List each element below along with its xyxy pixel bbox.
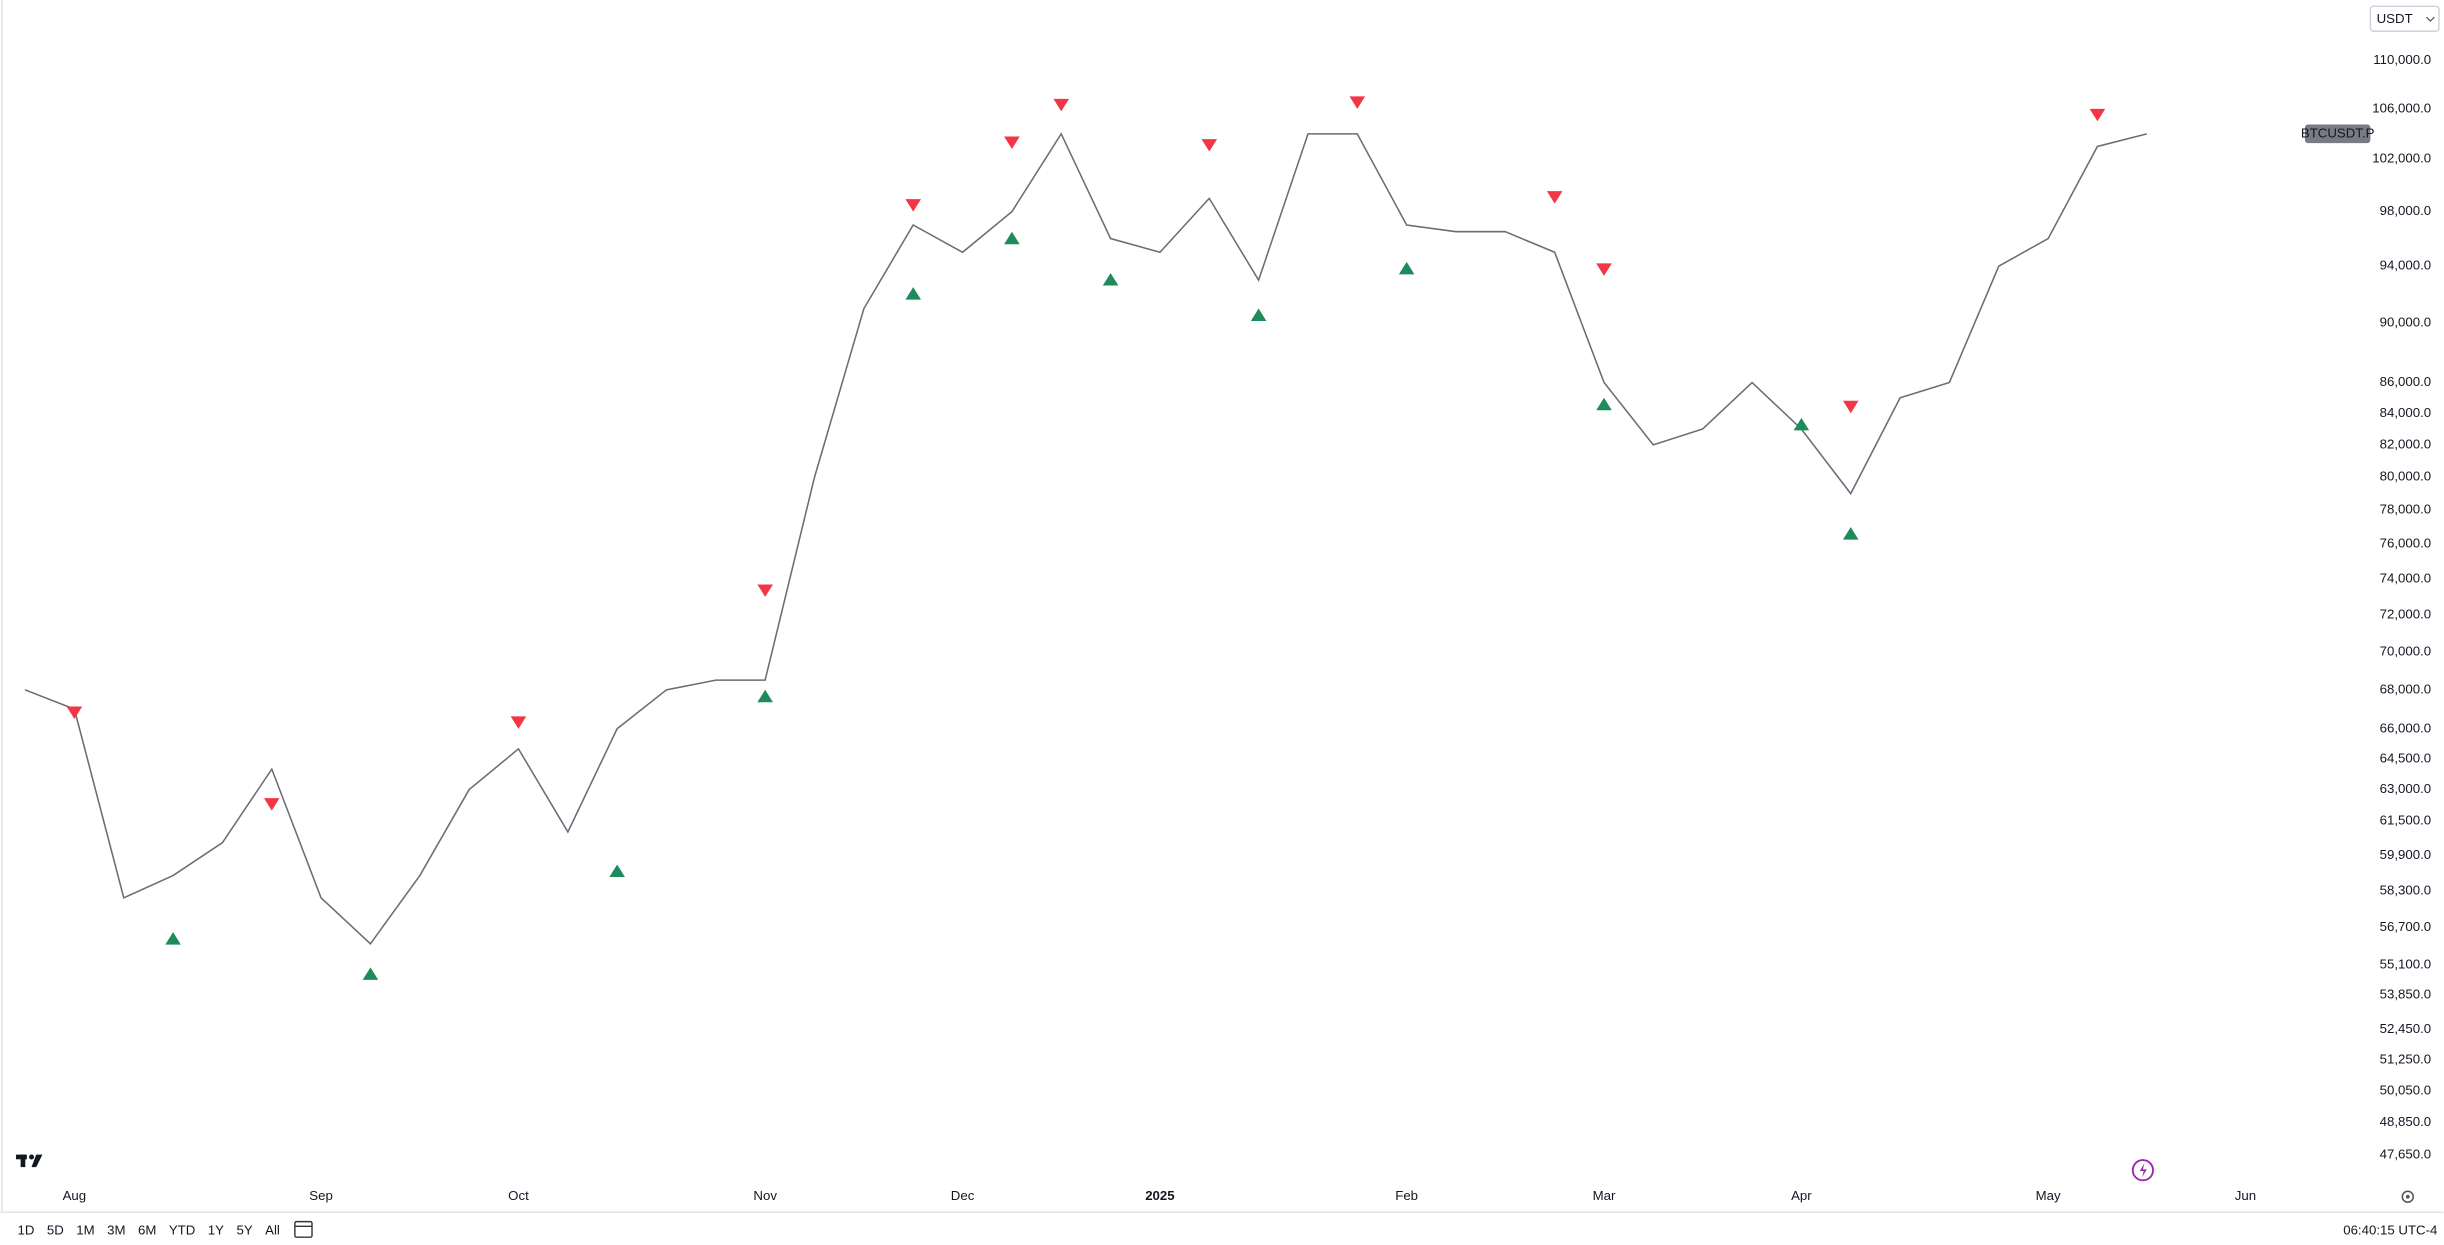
y-tick-label: 86,000.0 — [2380, 374, 2432, 389]
signal-marker — [1004, 231, 1020, 245]
y-tick-label: 64,500.0 — [2380, 750, 2432, 765]
range-button[interactable]: 1Y — [208, 1222, 224, 1237]
calendar-icon[interactable] — [294, 1220, 313, 1238]
y-tick-label: 106,000.0 — [2372, 100, 2431, 115]
currency-button[interactable] — [2369, 5, 2440, 32]
signal-marker — [1349, 96, 1366, 109]
y-tick-label: 102,000.0 — [2372, 151, 2431, 166]
signal-marker — [1842, 527, 1859, 540]
y-tick-label: 53,850.0 — [2380, 987, 2432, 1002]
signal-marker — [1596, 397, 1612, 411]
symbol-badge — [2304, 124, 2371, 144]
range-button[interactable]: 5D — [47, 1222, 64, 1237]
y-tick-label: 55,100.0 — [2380, 957, 2432, 972]
y-tick-label: 84,000.0 — [2380, 405, 2432, 420]
signal-marker — [905, 199, 922, 212]
y-tick-label: 90,000.0 — [2380, 315, 2432, 330]
x-tick-label: Jun — [2235, 1188, 2256, 1203]
y-tick-label: 61,500.0 — [2380, 813, 2432, 828]
x-tick-label: Aug — [63, 1188, 87, 1203]
x-tick-label: Oct — [508, 1188, 529, 1203]
settings-icon[interactable] — [2401, 1190, 2415, 1203]
y-tick-label: 59,900.0 — [2380, 847, 2432, 862]
signal-marker — [1842, 400, 1859, 414]
x-tick-label: Feb — [1395, 1188, 1418, 1203]
signal-marker — [905, 287, 922, 300]
y-tick-label: 52,450.0 — [2380, 1021, 2432, 1036]
y-tick-label: 80,000.0 — [2380, 469, 2432, 484]
signal-marker — [1596, 263, 1612, 276]
x-tick-label: Apr — [1791, 1188, 1812, 1203]
logo-part — [29, 1154, 35, 1160]
icon-dot — [2405, 1194, 2410, 1199]
x-tick-label: Sep — [309, 1188, 333, 1203]
y-tick-label: 82,000.0 — [2380, 436, 2432, 451]
y-tick-label: 78,000.0 — [2380, 502, 2432, 517]
y-tick-label: 66,000.0 — [2380, 720, 2432, 735]
range-button[interactable]: 1D — [18, 1222, 35, 1237]
range-button[interactable]: All — [265, 1222, 280, 1237]
x-tick-label: Nov — [753, 1188, 777, 1203]
y-tick-label: 74,000.0 — [2380, 571, 2432, 586]
signal-marker — [1004, 136, 1020, 150]
logo-part — [20, 1154, 26, 1168]
y-tick-label: 48,850.0 — [2380, 1114, 2432, 1129]
range-button[interactable]: 5Y — [236, 1222, 252, 1237]
y-tick-label: 63,000.0 — [2380, 781, 2432, 796]
signal-marker — [66, 706, 83, 719]
y-tick-label: 76,000.0 — [2380, 536, 2432, 551]
signal-marker — [1250, 308, 1267, 322]
y-tick-label: 56,700.0 — [2380, 919, 2432, 934]
signal-marker — [263, 798, 280, 811]
clock: 06:40:15 UTC-4 — [2343, 1222, 2437, 1237]
currency-label[interactable]: USDT — [2377, 11, 2413, 26]
y-tick-label: 110,000.0 — [2373, 52, 2431, 67]
signal-marker — [1793, 417, 1810, 431]
range-button[interactable]: YTD — [169, 1222, 195, 1237]
y-tick-label: 51,250.0 — [2380, 1051, 2432, 1066]
price-line — [24, 132, 2147, 945]
currency-caret — [2426, 16, 2435, 22]
signal-marker — [1201, 139, 1218, 152]
signal-marker — [510, 716, 527, 729]
range-button[interactable]: 3M — [107, 1222, 125, 1237]
y-tick-label: 47,650.0 — [2380, 1147, 2432, 1162]
symbol-label: BTCUSDT.P — [2301, 125, 2375, 140]
y-tick-label: 94,000.0 — [2380, 258, 2432, 273]
x-tick-label: May — [2036, 1188, 2061, 1203]
signal-marker — [1546, 191, 1563, 204]
y-tick-label: 68,000.0 — [2380, 681, 2432, 696]
signal-marker — [609, 864, 625, 877]
y-tick-label: 72,000.0 — [2380, 606, 2432, 621]
icon-bolt — [2139, 1163, 2147, 1178]
range-button[interactable]: 6M — [138, 1222, 156, 1237]
signal-marker — [362, 967, 379, 980]
signal-marker — [165, 932, 181, 945]
lightning-icon[interactable] — [2131, 1159, 2154, 1182]
range-button[interactable]: 1M — [76, 1222, 94, 1237]
icon-box — [294, 1220, 313, 1238]
y-tick-label: 70,000.0 — [2380, 643, 2432, 658]
signal-marker — [757, 689, 773, 703]
signal-marker — [1398, 261, 1415, 275]
signal-marker — [1102, 273, 1119, 286]
icon-ring — [2131, 1159, 2154, 1182]
icon-ring — [2401, 1190, 2415, 1203]
x-tick-label: Dec — [951, 1188, 975, 1203]
logo — [15, 1154, 43, 1168]
signal-marker — [2089, 108, 2106, 122]
x-tick-label: Mar — [1593, 1188, 1616, 1203]
signal-marker — [757, 584, 773, 597]
signal-marker — [1053, 98, 1070, 112]
x-tick-label: 2025 — [1145, 1188, 1174, 1203]
logo-part — [31, 1154, 43, 1168]
y-tick-label: 50,050.0 — [2380, 1082, 2432, 1097]
y-tick-label: 58,300.0 — [2380, 883, 2432, 898]
y-tick-label: 98,000.0 — [2380, 203, 2432, 218]
